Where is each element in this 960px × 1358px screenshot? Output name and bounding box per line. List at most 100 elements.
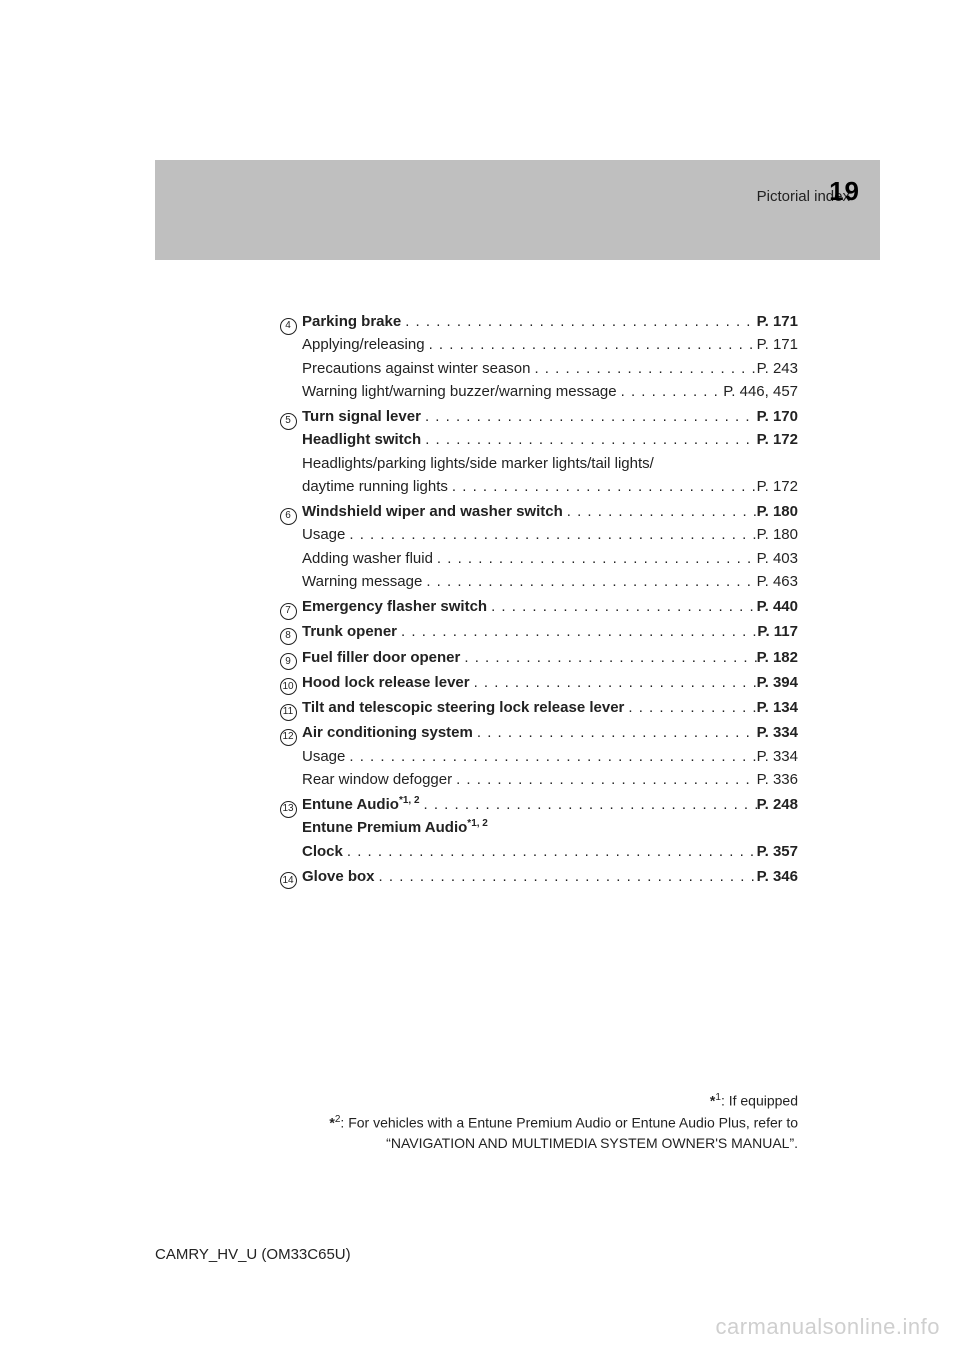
index-row: Precautions against winter season. . . .… (278, 357, 798, 380)
index-row: Rear window defogger. . . . . . . . . . … (278, 768, 798, 791)
leader-dots: . . . . . . . . . . . . . . . . . . . . … (473, 721, 757, 744)
circled-number-icon: 11 (280, 704, 297, 721)
page-ref: P. 334 (757, 721, 798, 744)
circled-number-icon: 8 (280, 628, 297, 645)
index-row: Usage. . . . . . . . . . . . . . . . . .… (278, 523, 798, 546)
leader-dots: . . . . . . . . . . . . . . . . . . . . … (470, 671, 757, 694)
page-ref: P. 180 (757, 523, 798, 546)
leader-dots: . . . . . . . . . . . . . . . . . . . . … (425, 333, 757, 356)
index-row: Headlights/parking lights/side marker li… (278, 452, 798, 475)
index-label: Entune Premium Audio*1, 2 (302, 816, 488, 839)
index-row: 7Emergency flasher switch. . . . . . . .… (278, 595, 798, 618)
leader-dots: . . . . . . . . . . . . . . . . . . . . … (624, 696, 756, 719)
index-row: Warning message. . . . . . . . . . . . .… (278, 570, 798, 593)
footnote-text: “NAVIGATION AND MULTIMEDIA SYSTEM OWNER'… (386, 1135, 798, 1151)
page-ref: P. 446, 457 (723, 380, 798, 403)
index-entry: 7Emergency flasher switch. . . . . . . .… (278, 595, 798, 618)
page-ref: P. 357 (757, 840, 798, 863)
leader-dots: . . . . . . . . . . . . . . . . . . . . … (460, 646, 756, 669)
marker: 9 (278, 646, 298, 669)
index-entry: 4Parking brake. . . . . . . . . . . . . … (278, 310, 798, 403)
footnotes: *1: If equipped*2: For vehicles with a E… (278, 1090, 798, 1154)
footnote-line: *2: For vehicles with a Entune Premium A… (278, 1112, 798, 1134)
index-label: Clock (302, 840, 343, 863)
leader-dots: . . . . . . . . . . . . . . . . . . . . … (530, 357, 756, 380)
superscript: *1, 2 (467, 818, 488, 829)
index-label: Emergency flasher switch (302, 595, 487, 618)
circled-number-icon: 13 (280, 801, 297, 818)
marker: 7 (278, 595, 298, 618)
leader-dots: . . . . . . . . . . . . . . . . . . . . … (401, 310, 756, 333)
leader-dots: . . . . . . . . . . . . . . . . . . . . … (420, 793, 757, 816)
superscript: *1, 2 (399, 795, 420, 806)
index-row: 6Windshield wiper and washer switch. . .… (278, 500, 798, 523)
marker: 11 (278, 696, 298, 719)
index-label: Turn signal lever (302, 405, 421, 428)
marker: 12 (278, 721, 298, 744)
index-row: 11 Tilt and telescopic steering lock rele… (278, 696, 798, 719)
index-row: Clock. . . . . . . . . . . . . . . . . .… (278, 840, 798, 863)
leader-dots: . . . . . . . . . . . . . . . . . . . . … (617, 380, 724, 403)
index-entry: 8Trunk opener. . . . . . . . . . . . . .… (278, 620, 798, 643)
index-label: daytime running lights (302, 475, 448, 498)
index-entry: 13Entune Audio*1, 2. . . . . . . . . . .… (278, 793, 798, 863)
index-label: Rear window defogger (302, 768, 452, 791)
watermark: carmanualsonline.info (715, 1314, 940, 1340)
index-entry: 10Hood lock release lever. . . . . . . .… (278, 671, 798, 694)
page-ref: P. 440 (757, 595, 798, 618)
index-row: 13Entune Audio*1, 2. . . . . . . . . . .… (278, 793, 798, 816)
leader-dots: . . . . . . . . . . . . . . . . . . . . … (345, 523, 756, 546)
circled-number-icon: 10 (280, 678, 297, 695)
page-ref: P. 403 (757, 547, 798, 570)
index-label: Usage (302, 523, 345, 546)
leader-dots: . . . . . . . . . . . . . . . . . . . . … (421, 405, 757, 428)
index-row: 10Hood lock release lever. . . . . . . .… (278, 671, 798, 694)
index-label: Adding washer fluid (302, 547, 433, 570)
index-label: Air conditioning system (302, 721, 473, 744)
page-ref: P. 117 (757, 620, 798, 643)
leader-dots: . . . . . . . . . . . . . . . . . . . . … (452, 768, 756, 791)
footnote-line: *1: If equipped (278, 1090, 798, 1112)
index-row: 8Trunk opener. . . . . . . . . . . . . .… (278, 620, 798, 643)
index-label: Headlights/parking lights/side marker li… (302, 452, 654, 475)
index-row: 14Glove box. . . . . . . . . . . . . . .… (278, 865, 798, 888)
circled-number-icon: 12 (280, 729, 297, 746)
index-label: Precautions against winter season (302, 357, 530, 380)
index-entry: 9Fuel filler door opener. . . . . . . . … (278, 646, 798, 669)
index-row: Headlight switch. . . . . . . . . . . . … (278, 428, 798, 451)
index-row: Usage. . . . . . . . . . . . . . . . . .… (278, 745, 798, 768)
leader-dots: . . . . . . . . . . . . . . . . . . . . … (487, 595, 756, 618)
page-ref: P. 248 (757, 793, 798, 816)
circled-number-icon: 4 (280, 318, 297, 335)
marker: 6 (278, 500, 298, 523)
marker: 10 (278, 671, 298, 694)
page-ref: P. 463 (757, 570, 798, 593)
index-label: Headlight switch (302, 428, 421, 451)
marker: 4 (278, 310, 298, 333)
index-label: Tilt and telescopic steering lock releas… (302, 696, 624, 719)
page-ref: P. 182 (757, 646, 798, 669)
leader-dots: . . . . . . . . . . . . . . . . . . . . … (433, 547, 757, 570)
leader-dots: . . . . . . . . . . . . . . . . . . . . … (448, 475, 757, 498)
page-ref: P. 172 (757, 428, 798, 451)
leader-dots: . . . . . . . . . . . . . . . . . . . . … (375, 865, 757, 888)
marker: 5 (278, 405, 298, 428)
circled-number-icon: 14 (280, 872, 297, 889)
leader-dots: . . . . . . . . . . . . . . . . . . . . … (397, 620, 757, 643)
page-ref: P. 180 (757, 500, 798, 523)
page-ref: P. 134 (757, 696, 798, 719)
footnote-line: “NAVIGATION AND MULTIMEDIA SYSTEM OWNER'… (278, 1133, 798, 1154)
index-row: 5Turn signal lever. . . . . . . . . . . … (278, 405, 798, 428)
page-ref: P. 346 (757, 865, 798, 888)
index-row: 4Parking brake. . . . . . . . . . . . . … (278, 310, 798, 333)
index-row: 12 Air conditioning system. . . . . . . .… (278, 721, 798, 744)
page: Pictorial index 19 4Parking brake. . . .… (0, 0, 960, 1358)
index-row: Applying/releasing. . . . . . . . . . . … (278, 333, 798, 356)
marker: 13 (278, 793, 298, 816)
index-row: 9Fuel filler door opener. . . . . . . . … (278, 646, 798, 669)
leader-dots: . . . . . . . . . . . . . . . . . . . . … (345, 745, 756, 768)
header-band: Pictorial index (155, 160, 880, 260)
index-row: Warning light/warning buzzer/warning mes… (278, 380, 798, 403)
leader-dots: . . . . . . . . . . . . . . . . . . . . … (422, 570, 756, 593)
page-ref: P. 394 (757, 671, 798, 694)
